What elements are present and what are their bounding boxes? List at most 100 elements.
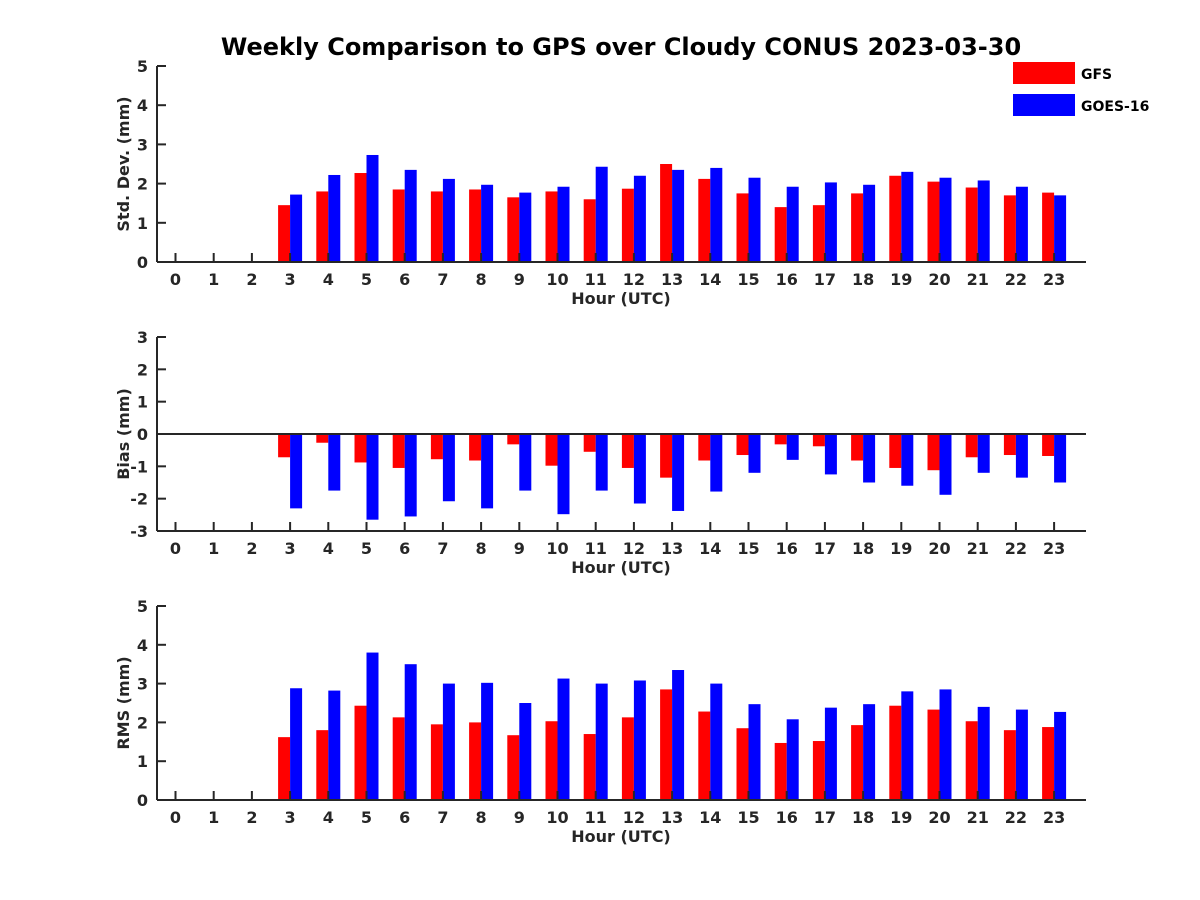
gfs-bar-7 [430, 724, 443, 800]
goes16-bar-5 [366, 652, 379, 800]
x-tick-label: 4 [323, 270, 334, 289]
goes16-bar-16 [786, 434, 799, 460]
x-tick-label: 9 [514, 808, 525, 827]
gfs-bar-21 [965, 721, 978, 800]
goes16-bar-16 [786, 186, 799, 262]
goes16-bar-23 [1054, 434, 1067, 483]
goes16-bar-12 [633, 680, 646, 800]
gfs-bar-3 [278, 737, 291, 800]
goes16-bar-13 [672, 670, 685, 800]
goes16-bar-8 [481, 434, 494, 509]
goes16-bar-5 [366, 434, 379, 520]
x-tick-label: 8 [476, 808, 487, 827]
x-tick-label: 13 [661, 270, 683, 289]
x-tick-label: 12 [623, 808, 645, 827]
goes16-bar-4 [328, 434, 341, 491]
x-tick-label: 13 [661, 808, 683, 827]
x-tick-label: 8 [476, 270, 487, 289]
x-axis-label: Hour (UTC) [571, 558, 671, 577]
goes16-bar-23 [1054, 711, 1067, 800]
x-tick-label: 5 [361, 808, 372, 827]
goes16-bar-9 [519, 192, 532, 262]
gfs-bar-15 [736, 434, 749, 456]
gfs-bar-13 [660, 164, 673, 262]
y-tick-label: 5 [137, 57, 148, 76]
gfs-bar-20 [927, 709, 940, 800]
gfs-bar-20 [927, 434, 940, 471]
x-tick-label: 20 [928, 808, 950, 827]
goes16-bar-3 [290, 434, 303, 509]
gfs-bar-6 [392, 189, 405, 262]
goes16-bar-14 [710, 434, 723, 492]
gfs-bar-21 [965, 187, 978, 262]
goes16-bar-10 [557, 678, 570, 800]
gfs-bar-10 [545, 434, 558, 466]
goes16-bar-7 [442, 178, 455, 262]
x-tick-label: 4 [323, 808, 334, 827]
goes16-bar-11 [595, 434, 608, 491]
gfs-bar-6 [392, 434, 405, 468]
y-tick-label: -2 [130, 490, 148, 509]
gfs-bar-16 [774, 207, 787, 262]
gfs-bar-3 [278, 434, 291, 458]
goes16-bar-18 [863, 704, 876, 800]
goes16-bar-22 [1015, 186, 1028, 262]
gfs-bar-5 [354, 173, 367, 262]
gfs-bar-15 [736, 728, 749, 800]
gfs-bar-19 [889, 175, 902, 262]
gfs-bar-12 [621, 188, 634, 262]
x-tick-label: 5 [361, 270, 372, 289]
goes16-bar-3 [290, 194, 303, 262]
goes16-bar-15 [748, 704, 761, 800]
gfs-bar-3 [278, 205, 291, 262]
x-tick-label: 1 [208, 808, 219, 827]
x-tick-label: 20 [928, 270, 950, 289]
gfs-bar-17 [812, 434, 825, 447]
gfs-bar-20 [927, 181, 940, 262]
x-tick-label: 21 [967, 539, 989, 558]
gfs-bar-22 [1003, 730, 1016, 800]
y-tick-label: 2 [137, 360, 148, 379]
goes16-bar-20 [939, 434, 952, 495]
x-tick-label: 10 [546, 808, 568, 827]
x-tick-label: 8 [476, 539, 487, 558]
x-tick-label: 21 [967, 270, 989, 289]
gfs-bar-5 [354, 434, 367, 463]
gfs-bar-18 [851, 725, 864, 800]
x-tick-label: 7 [437, 270, 448, 289]
gfs-bar-19 [889, 705, 902, 800]
goes16-bar-23 [1054, 195, 1067, 262]
gfs-bar-16 [774, 434, 787, 445]
x-tick-label: 19 [890, 270, 912, 289]
goes16-bar-20 [939, 689, 952, 800]
x-tick-label: 6 [399, 808, 410, 827]
x-tick-label: 16 [776, 539, 798, 558]
x-tick-label: 16 [776, 270, 798, 289]
gfs-bar-5 [354, 705, 367, 800]
goes16-bar-6 [404, 434, 417, 517]
x-tick-label: 11 [585, 270, 607, 289]
goes16-bar-3 [290, 688, 303, 800]
y-tick-label: 5 [137, 597, 148, 616]
gfs-bar-7 [430, 434, 443, 460]
goes16-bar-6 [404, 664, 417, 800]
x-tick-label: 15 [737, 539, 759, 558]
gfs-bar-23 [1042, 434, 1055, 456]
goes16-bar-14 [710, 683, 723, 800]
y-tick-label: 0 [137, 425, 148, 444]
gfs-bar-13 [660, 689, 673, 800]
x-tick-label: 12 [623, 539, 645, 558]
goes16-bar-19 [901, 171, 914, 262]
x-tick-label: 23 [1043, 808, 1065, 827]
x-tick-label: 17 [814, 270, 836, 289]
goes16-bar-21 [977, 706, 990, 800]
y-tick-label: 3 [137, 135, 148, 154]
gfs-bar-18 [851, 193, 864, 262]
y-tick-label: 2 [137, 713, 148, 732]
x-tick-label: 5 [361, 539, 372, 558]
x-tick-label: 16 [776, 808, 798, 827]
gfs-bar-11 [583, 734, 596, 800]
x-tick-label: 0 [170, 539, 181, 558]
goes16-bar-13 [672, 169, 685, 262]
y-tick-label: 0 [137, 791, 148, 810]
